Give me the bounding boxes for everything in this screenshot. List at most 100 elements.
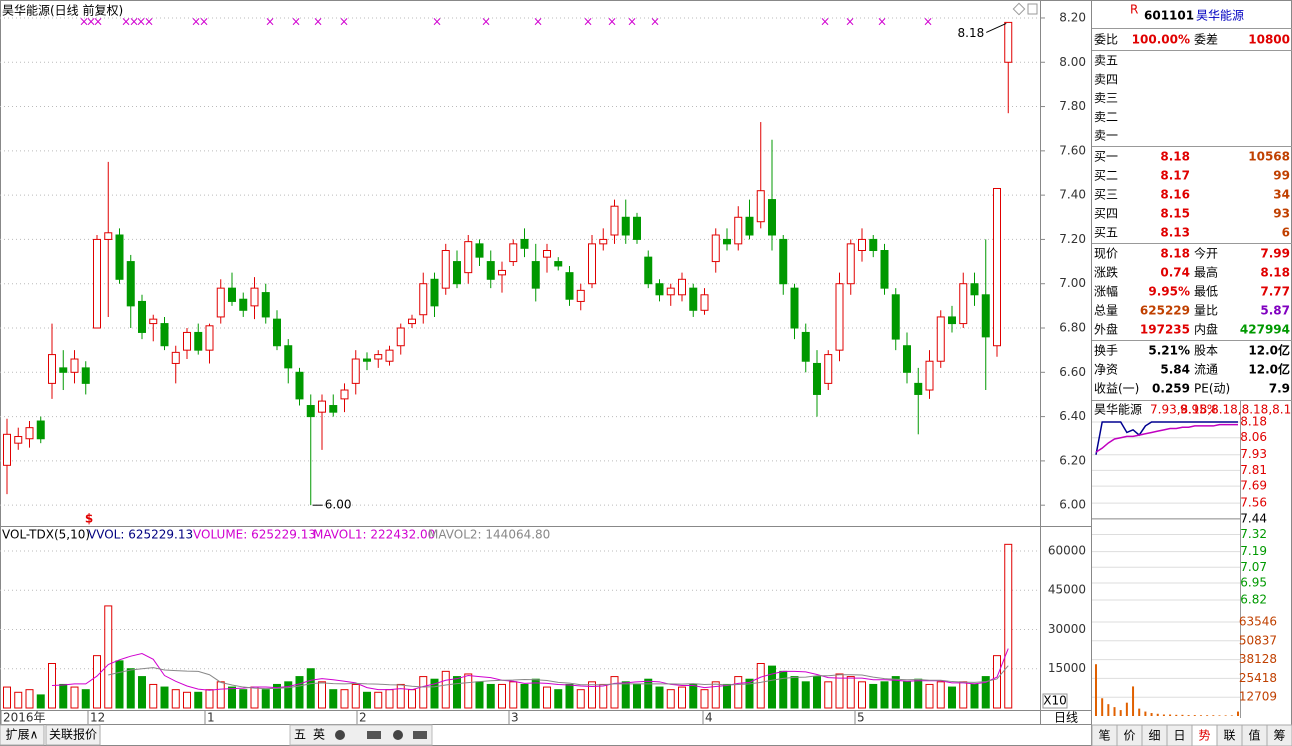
candle-body	[880, 250, 889, 289]
mini-volume-bar	[1199, 715, 1202, 716]
mini-y-label: 7.19	[1240, 544, 1267, 558]
tool-icon[interactable]	[413, 731, 427, 739]
candle-body	[205, 325, 214, 351]
candle-body	[734, 216, 743, 245]
mini-volume-bar	[1156, 713, 1159, 716]
zoom-box[interactable]	[1042, 693, 1068, 709]
mini-volume-bar	[1138, 708, 1141, 716]
signal-marker: ×	[650, 15, 660, 29]
mini-volume-bar	[1230, 715, 1233, 716]
mini-v-label: 50837	[1239, 633, 1277, 647]
candle-body	[408, 318, 416, 325]
v-tick-label: 30000	[1048, 622, 1086, 636]
ma-line	[51, 648, 1009, 691]
quote-text: 12.0亿	[1248, 362, 1290, 377]
candle-body	[498, 269, 506, 276]
vol-header: VVOL: 625229.13	[88, 528, 193, 542]
candle-body	[666, 287, 675, 296]
mini-volume-bar	[1218, 715, 1221, 716]
toolbar-item[interactable]: 五	[294, 728, 306, 742]
candle-body	[925, 360, 934, 391]
buy-price: 8.16	[1160, 188, 1190, 202]
mini-volume-bar	[1119, 710, 1122, 716]
volume-bar	[183, 691, 191, 709]
candle-body	[329, 405, 338, 413]
volume-bar	[813, 676, 821, 709]
button[interactable]	[45, 724, 101, 746]
date-label: 12	[90, 711, 105, 725]
v-tick-label: 45000	[1048, 583, 1086, 597]
signal-marker: ×	[144, 15, 154, 29]
candle-body	[824, 354, 833, 384]
tab-label[interactable]: 价	[1123, 729, 1135, 743]
volume-bar	[936, 681, 945, 709]
sell-label: 卖三	[1094, 91, 1118, 105]
v-tick-label: 15000	[1048, 661, 1086, 675]
vol-header: MAVOL1: 222432.00	[313, 528, 435, 542]
candle-body	[295, 371, 304, 400]
mini-v-label: 38128	[1239, 652, 1277, 666]
volume-bar	[36, 694, 45, 709]
candle-body	[59, 367, 68, 373]
tab-label[interactable]: 日	[1173, 729, 1185, 743]
vol-header: VOLUME: 625229.13	[193, 528, 316, 542]
tab-label[interactable]: 笔	[1098, 728, 1110, 743]
y-tick-label: 6.60	[1059, 365, 1086, 379]
signal-marker: ×	[93, 15, 103, 29]
tool-icon[interactable]	[367, 731, 381, 739]
wei-text: 100.00%	[1132, 33, 1190, 47]
button[interactable]	[0, 724, 45, 746]
volume-bar	[633, 683, 641, 709]
candle-body	[543, 250, 551, 258]
mini-avg-line	[1095, 423, 1238, 453]
candle-body	[948, 316, 956, 325]
toolbar-item[interactable]: 英	[313, 728, 325, 742]
mini-v-label: 25418	[1239, 671, 1277, 685]
mini-volume-bar	[1125, 702, 1128, 716]
candle-body	[768, 199, 776, 236]
volume-bar	[441, 670, 450, 709]
volume-bar	[329, 689, 338, 709]
volume-bar	[734, 676, 743, 709]
quote-text: 今开	[1194, 246, 1218, 261]
candle-body	[374, 354, 383, 360]
tab-label[interactable]: 联	[1223, 729, 1235, 743]
tab-label[interactable]: 势	[1198, 729, 1210, 743]
mini-volume-bar	[1193, 715, 1196, 716]
y-tick-label: 8.00	[1059, 55, 1086, 69]
tab-label[interactable]: 筹	[1273, 729, 1285, 743]
tab-label[interactable]: 值	[1248, 728, 1260, 743]
y-tick-label: 7.60	[1059, 143, 1086, 157]
volume-bar	[621, 681, 630, 709]
icon[interactable]	[1027, 3, 1038, 15]
signal-marker: ×	[339, 15, 349, 29]
candle-body	[126, 261, 135, 307]
tab[interactable]	[1266, 724, 1292, 746]
tool-icon[interactable]	[393, 730, 403, 740]
candle-body	[261, 292, 270, 318]
icon[interactable]	[1012, 2, 1026, 16]
date-label: 1	[207, 711, 215, 725]
volume-bar	[261, 689, 270, 709]
button-label[interactable]: 扩展∧	[6, 728, 39, 742]
volume-bar	[3, 686, 11, 709]
candle-body	[430, 278, 439, 307]
tab-label[interactable]: 细	[1148, 729, 1160, 743]
quote-text: 最高	[1194, 265, 1218, 280]
candle-body	[835, 283, 844, 351]
candle-body	[284, 345, 293, 369]
vol-header: MAVOL2: 144064.80	[428, 528, 550, 542]
signal-marker: ×	[533, 15, 543, 29]
mini-v-label: 12709	[1239, 690, 1277, 704]
mini-volume-bar	[1162, 714, 1165, 716]
volume-bar	[385, 689, 394, 709]
candle-body	[183, 331, 191, 351]
volume-bar	[981, 676, 990, 709]
candle-body	[340, 389, 349, 400]
button-label[interactable]: 关联报价	[49, 727, 97, 742]
volume-bar	[1004, 543, 1013, 709]
volume-bar	[509, 681, 518, 709]
signal-marker: ×	[121, 15, 131, 29]
quote-text: 0.259	[1152, 382, 1190, 396]
tool-icon[interactable]	[335, 730, 345, 740]
